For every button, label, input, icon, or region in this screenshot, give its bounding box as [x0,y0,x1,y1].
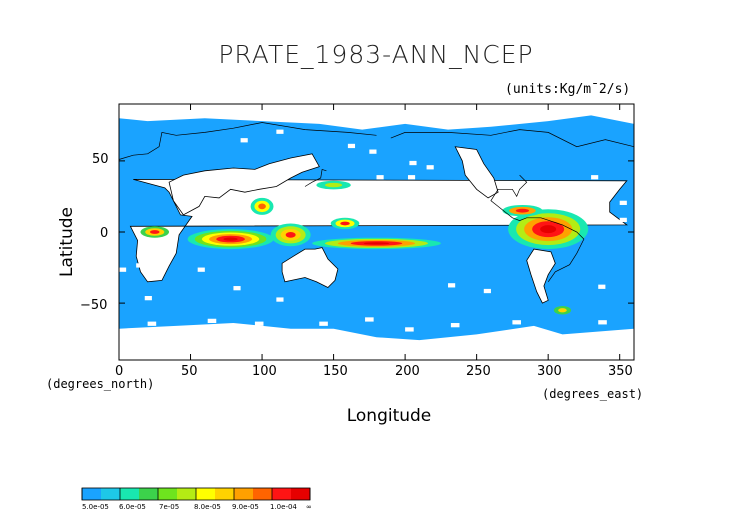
dry-speck-17 [136,263,144,268]
colorbar-label-6: 1.0e-04 [270,503,297,511]
dry-speck-south-5 [450,323,460,328]
colorbar-label-7: ∞ [306,503,312,511]
x-unit-note: (degrees_east) [542,387,644,401]
australia-dry-region [281,247,339,288]
x-tick-200: 200 [395,364,420,379]
south-atlantic-rain-level-1 [558,308,567,313]
dry-speck-15 [483,288,491,294]
dry-speck-2 [347,143,356,149]
amazon-rain-level-4 [540,225,557,234]
west-pacific-rain-level-2 [340,221,350,226]
asia-dry-region [168,153,320,216]
colorbar-swatch-0 [82,488,102,500]
colorbar-swatch-10 [272,488,292,500]
dry-speck-south-3 [319,321,328,326]
kuroshio-rain-level-1 [325,182,343,188]
coastline-3 [490,174,585,283]
dry-speck-18 [119,267,127,272]
x-tick-100: 100 [252,364,277,379]
dry-speck-16 [598,284,606,289]
colorbar-swatch-2 [120,488,140,500]
coastline-1 [390,129,635,148]
dry-speck-south-0 [147,321,157,326]
dry-speck-1 [276,129,284,134]
axis-ticks [118,104,634,360]
colorbar-label-4: 8.0e-05 [194,503,221,511]
pacific-itcz-rain-level-4 [363,242,390,245]
y-tick-50: 50 [92,152,109,167]
coastline-0 [118,122,377,160]
dry-speck-21 [591,175,599,180]
dry-speck-south-2 [254,321,264,326]
colorbar-label-1: 5.0e-05 [82,503,109,511]
x-tick-0: 0 [115,364,124,379]
colorbar-label-3: 7e-05 [159,503,180,511]
y-tick-neg50: −50 [80,298,108,313]
x-tick-150: 150 [323,364,348,379]
dry-speck-south-6 [512,320,521,325]
south-america-dry-region [526,248,556,304]
antarctica-dry-region [119,323,634,360]
caribbean-rain-level-2 [515,208,530,213]
y-unit-note: (degrees_north) [46,377,155,391]
dry-speck-20 [619,217,627,223]
colorbar-swatch-7 [215,488,235,500]
bay-of-bengal-rain-level-2 [258,203,266,210]
y-tick-0: 0 [100,226,109,241]
dry-speck-10 [197,267,205,272]
map-title: PRATE_1983-ANN_NCEP [218,40,534,69]
x-tick-300: 300 [537,364,562,379]
maritime-continent-rain-level-3 [285,232,296,238]
colorbar-swatch-4 [158,488,178,500]
dry-speck-8 [376,175,384,180]
y-axis-title: Latitude [57,207,77,277]
dry-speck-6 [426,200,434,205]
dry-speck-13 [276,297,284,302]
colorbar [81,487,311,501]
plot-area [118,103,635,361]
colorbar-swatch-5 [177,488,197,500]
colorbar-label-5: 9.0e-05 [232,503,259,511]
dry-speck-14 [448,283,456,288]
x-tick-250: 250 [466,364,491,379]
x-axis-title: Longitude [346,406,432,426]
x-tick-350: 350 [608,364,633,379]
dry-speck-south-4 [405,327,414,332]
dry-speck-south-7 [598,320,607,325]
colorbar-swatch-3 [139,488,159,500]
dry-speck-12 [233,286,241,291]
coastline-2 [304,168,327,187]
colorbar-swatch-11 [291,488,311,500]
dry-speck-7 [455,200,463,205]
congo-rain-level-2 [149,230,160,234]
colorbar-swatch-9 [253,488,273,500]
units-label: (units:Kg/m¯2/s) [505,82,631,97]
colorbar-swatch-6 [196,488,216,500]
dry-speck-south-8 [365,317,374,322]
dry-speck-0 [240,138,248,143]
dry-speck-19 [619,200,627,205]
arctic-dry-region [119,104,634,130]
dry-speck-3 [369,149,377,154]
north-america-dry-region [454,146,499,199]
indian-ocean-rain-level-5 [223,237,238,241]
dry-speck-south-1 [207,318,217,324]
dry-speck-11 [144,296,152,301]
colorbar-swatch-1 [101,488,121,500]
dry-speck-4 [409,160,417,166]
colorbar-swatch-8 [234,488,254,500]
colorbar-label-2: 6.0e-05 [119,503,146,511]
dry-speck-9 [407,175,416,180]
x-tick-50: 50 [181,364,198,379]
dry-speck-5 [426,165,434,170]
